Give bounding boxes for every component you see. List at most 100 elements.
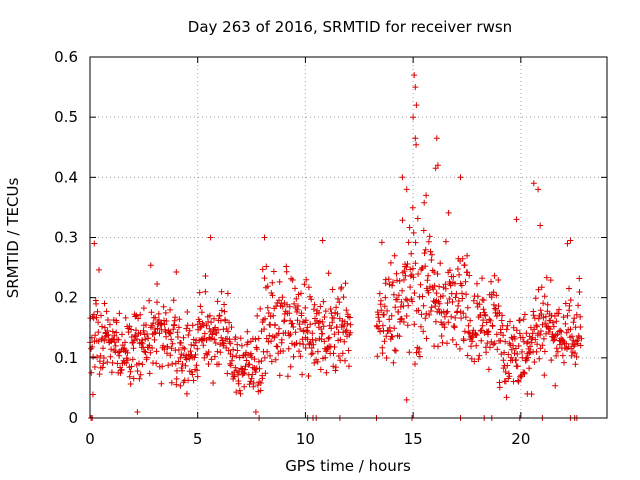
data-point	[130, 375, 137, 382]
data-point	[207, 234, 214, 241]
data-point	[221, 308, 228, 315]
data-point	[411, 72, 418, 79]
data-point	[426, 311, 433, 318]
data-point	[445, 209, 452, 216]
data-point	[266, 332, 273, 339]
data-point	[303, 327, 310, 334]
data-point	[212, 340, 219, 346]
data-point	[442, 285, 449, 292]
data-point	[314, 348, 321, 355]
data-point	[412, 239, 419, 246]
data-point	[444, 300, 451, 306]
data-point	[272, 321, 279, 328]
data-point	[279, 303, 286, 310]
data-point	[201, 330, 208, 337]
data-point	[215, 326, 222, 333]
data-point	[261, 354, 268, 361]
data-point	[167, 306, 174, 313]
data-point	[190, 377, 197, 384]
data-point	[227, 362, 234, 369]
data-point	[290, 324, 297, 330]
data-point	[307, 321, 314, 328]
data-point	[412, 135, 419, 142]
data-point	[206, 325, 213, 332]
data-point	[126, 323, 133, 330]
data-point	[136, 375, 143, 382]
data-point	[167, 352, 174, 359]
data-point	[254, 312, 261, 319]
data-point	[436, 283, 443, 290]
data-point	[476, 301, 483, 308]
data-point	[303, 276, 310, 283]
data-point	[526, 349, 533, 356]
data-point	[468, 343, 474, 350]
data-point	[276, 372, 283, 379]
data-point	[430, 286, 437, 293]
data-point	[505, 351, 512, 358]
data-point	[401, 268, 408, 275]
data-point	[556, 306, 562, 313]
data-point	[197, 303, 204, 310]
data-point	[488, 278, 494, 285]
data-point	[536, 355, 543, 362]
data-point	[269, 279, 276, 286]
data-point	[392, 304, 399, 311]
data-point	[301, 281, 308, 288]
data-point	[142, 336, 149, 343]
data-point	[283, 268, 290, 275]
data-point	[236, 387, 243, 394]
data-point	[535, 186, 542, 193]
data-point	[126, 373, 133, 380]
data-point	[206, 312, 213, 319]
data-point	[377, 328, 384, 335]
data-point	[537, 331, 544, 338]
data-point	[217, 341, 223, 348]
data-point	[91, 240, 98, 247]
data-point	[290, 353, 297, 360]
data-point	[157, 320, 164, 327]
data-point	[515, 377, 521, 384]
data-point	[100, 345, 106, 352]
data-point	[100, 360, 107, 367]
data-point	[293, 295, 300, 302]
data-point	[299, 371, 306, 378]
data-point	[518, 373, 525, 380]
data-point	[279, 294, 286, 301]
data-point	[405, 302, 412, 309]
data-point	[134, 368, 141, 374]
data-point	[106, 321, 113, 328]
data-point	[274, 343, 281, 350]
data-point	[553, 345, 560, 352]
data-point	[487, 317, 494, 324]
data-point	[218, 307, 225, 314]
data-point	[286, 310, 293, 317]
data-point	[422, 315, 429, 322]
data-point	[182, 362, 189, 369]
data-point	[141, 348, 148, 355]
data-point	[96, 358, 103, 365]
data-point	[323, 369, 330, 376]
data-point	[480, 317, 487, 324]
data-point	[504, 322, 511, 329]
data-point	[278, 336, 285, 343]
data-point	[257, 380, 264, 386]
data-point	[104, 317, 111, 323]
data-point	[554, 348, 561, 355]
x-tick-label: 5	[193, 430, 203, 448]
data-point	[491, 272, 498, 279]
data-point	[140, 327, 147, 334]
data-point	[250, 380, 257, 386]
data-point	[564, 240, 571, 247]
data-point	[462, 314, 469, 321]
data-point	[238, 342, 245, 349]
data-point	[438, 333, 445, 339]
data-point	[525, 354, 531, 361]
data-point	[270, 312, 277, 319]
data-point	[291, 300, 298, 307]
data-point	[202, 288, 209, 295]
data-point	[521, 370, 528, 377]
data-point	[516, 317, 523, 324]
data-point	[391, 347, 398, 354]
data-point	[432, 318, 439, 325]
data-point	[321, 314, 328, 320]
